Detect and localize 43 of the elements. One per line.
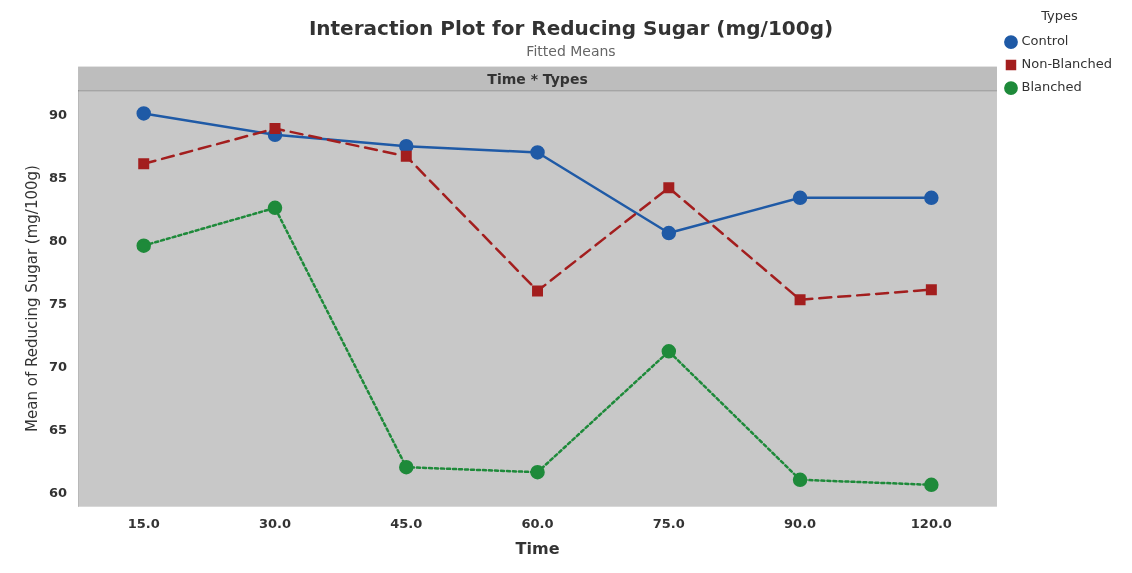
x-tick-label: 45.0 <box>390 516 423 532</box>
x-tick-label: 15.0 <box>127 516 160 532</box>
text: Time * Types <box>487 71 588 88</box>
y-tick-label: 70 <box>49 359 68 375</box>
point <box>663 182 675 194</box>
point <box>138 158 150 170</box>
legend-label: Non-Blanched <box>1021 56 1113 72</box>
y-tick-label: 85 <box>49 170 68 186</box>
point <box>267 200 283 216</box>
chart-title: Interaction Plot for Reducing Sugar (mg/100g) <box>308 16 834 41</box>
legend-label: Blanched <box>1021 79 1082 95</box>
point <box>794 294 806 306</box>
point <box>269 123 281 135</box>
point <box>792 190 808 206</box>
point <box>400 150 412 162</box>
y-axis-title: Mean of Reducing Sugar (mg/100g) <box>22 165 41 432</box>
x-tick-label: 30.0 <box>258 516 292 532</box>
y-tick-label: 80 <box>49 233 68 249</box>
point <box>530 145 545 160</box>
x-tick-label: 75.0 <box>652 516 685 532</box>
point <box>925 284 937 296</box>
point <box>924 477 939 493</box>
point <box>792 472 808 488</box>
x-tick-label: 90.0 <box>784 516 817 532</box>
x-tick-label: 60.0 <box>521 516 554 532</box>
point <box>924 190 939 206</box>
x-tick-label: 120.0 <box>910 516 952 532</box>
point <box>530 464 545 480</box>
legend-label: Control <box>1021 33 1069 49</box>
y-tick-label: 90 <box>49 107 68 123</box>
chart-subtitle: Fitted Means <box>526 43 616 60</box>
y-tick-label: 65 <box>49 422 68 438</box>
y-tick-label: 60 <box>49 484 68 500</box>
point <box>661 344 677 359</box>
x-axis-title: Time <box>515 538 560 558</box>
point <box>532 285 544 297</box>
point <box>136 238 151 253</box>
point <box>399 138 414 154</box>
point <box>136 106 151 121</box>
y-tick-label: 75 <box>49 296 68 312</box>
point <box>399 459 414 475</box>
legend-title: Types <box>1040 7 1079 23</box>
point <box>661 225 677 241</box>
